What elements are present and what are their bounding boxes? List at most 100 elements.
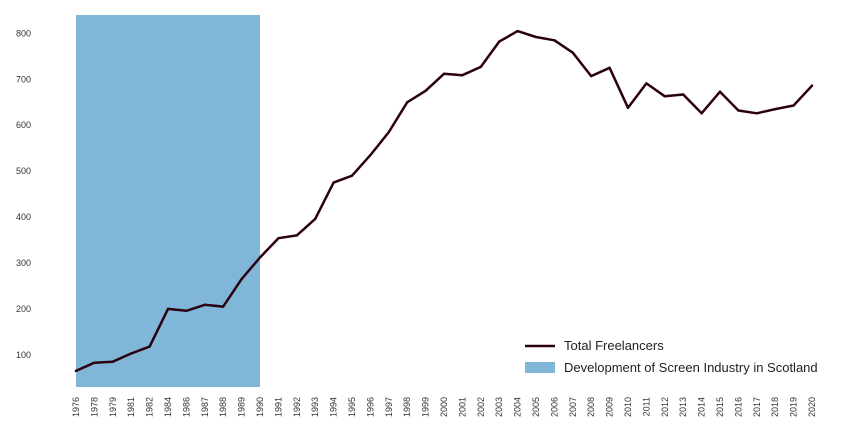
legend-label-series: Total Freelancers [564, 338, 664, 353]
x-tick-label: 1996 [365, 397, 375, 417]
data-point [166, 307, 170, 311]
data-point [534, 35, 538, 39]
legend-patch-swatch [525, 362, 555, 373]
y-tick-label: 200 [16, 304, 31, 314]
x-tick-label: 1995 [347, 397, 357, 417]
x-tick-label: 2016 [733, 397, 743, 417]
x-tick-label: 2008 [586, 397, 596, 417]
data-point [792, 104, 795, 107]
data-point [111, 360, 115, 363]
data-point [240, 277, 243, 281]
x-tick-label: 1978 [89, 397, 99, 417]
x-axis-ticks: 1976 1978 1979 1981 1982 1984 1986 1987 1988 1989… [71, 397, 817, 417]
x-tick-label: 2002 [476, 397, 486, 417]
x-tick-label: 1993 [310, 397, 320, 417]
y-tick-label: 800 [16, 28, 31, 38]
data-point [590, 74, 593, 78]
data-point [203, 303, 206, 306]
data-point [185, 309, 188, 312]
shaded-region-layer [76, 15, 260, 387]
data-point [498, 40, 501, 43]
y-axis-ticks: 100 200 300 400 500 600 700 800 [16, 28, 31, 359]
data-point [406, 101, 409, 104]
x-tick-label: 2012 [660, 397, 670, 417]
data-point [810, 84, 814, 87]
data-point [148, 345, 151, 348]
data-point [608, 66, 611, 70]
data-point [442, 72, 446, 75]
series-layer [74, 29, 814, 373]
y-tick-label: 600 [16, 120, 31, 130]
x-tick-label: 2014 [697, 397, 707, 417]
data-point [222, 305, 225, 308]
data-point [479, 65, 482, 69]
x-tick-label: 1997 [384, 397, 394, 417]
x-tick-label: 2001 [457, 397, 467, 417]
data-point [516, 29, 519, 33]
x-tick-label: 1992 [292, 397, 302, 417]
x-tick-label: 1987 [200, 397, 210, 417]
x-tick-label: 2019 [789, 397, 799, 417]
x-tick-label: 1976 [71, 397, 81, 417]
x-tick-label: 1979 [108, 397, 118, 417]
x-tick-label: 2006 [549, 397, 559, 417]
data-point [314, 217, 317, 221]
y-tick-label: 300 [16, 258, 31, 268]
data-point [295, 234, 298, 237]
x-tick-label: 1982 [145, 397, 155, 417]
y-tick-label: 500 [16, 166, 31, 176]
x-tick-label: 2007 [568, 397, 578, 417]
x-tick-label: 1998 [402, 397, 412, 417]
legend-label-shaded-region: Development of Screen Industry in Scotla… [564, 360, 818, 375]
x-tick-label: 2020 [807, 397, 817, 417]
data-point [93, 361, 96, 364]
x-tick-label: 2005 [531, 397, 541, 417]
x-tick-label: 2013 [678, 397, 688, 417]
data-point [350, 174, 354, 177]
x-tick-label: 2017 [752, 397, 762, 417]
data-point [74, 369, 78, 373]
data-point [461, 73, 464, 77]
data-point [737, 109, 740, 112]
x-tick-label: 1990 [255, 397, 265, 417]
data-point [424, 89, 427, 92]
data-point [663, 95, 666, 98]
x-tick-label: 1988 [218, 397, 228, 417]
x-tick-label: 2000 [439, 397, 449, 417]
x-tick-label: 1991 [273, 397, 283, 417]
x-tick-label: 1999 [421, 397, 431, 417]
x-tick-label: 1989 [237, 397, 247, 417]
data-point [332, 181, 335, 184]
data-point [718, 90, 722, 93]
x-tick-label: 2011 [641, 397, 651, 416]
data-point [387, 130, 390, 134]
x-tick-label: 1984 [163, 397, 173, 417]
x-tick-label: 2010 [623, 397, 633, 417]
data-point [369, 153, 372, 157]
data-point [571, 51, 574, 54]
y-tick-label: 400 [16, 212, 31, 222]
data-point [130, 352, 133, 355]
x-tick-label: 2004 [513, 397, 523, 417]
x-tick-label: 1986 [181, 397, 191, 417]
y-tick-label: 700 [16, 74, 31, 84]
x-tick-label: 2003 [494, 397, 504, 417]
data-point [700, 112, 703, 115]
data-point [682, 93, 685, 96]
x-tick-label: 2009 [605, 397, 615, 417]
data-point [645, 82, 648, 85]
x-tick-label: 2015 [715, 397, 725, 417]
data-point [258, 256, 262, 259]
x-tick-label: 2018 [770, 397, 780, 417]
y-tick-label: 100 [16, 350, 31, 360]
data-point [553, 39, 556, 42]
data-point [755, 112, 758, 115]
x-tick-label: 1994 [329, 397, 339, 417]
data-point [277, 237, 280, 240]
x-tick-label: 1981 [126, 397, 136, 417]
data-point [626, 106, 630, 109]
legend: Total Freelancers Development of Screen … [525, 338, 818, 375]
shaded-region [76, 15, 260, 387]
